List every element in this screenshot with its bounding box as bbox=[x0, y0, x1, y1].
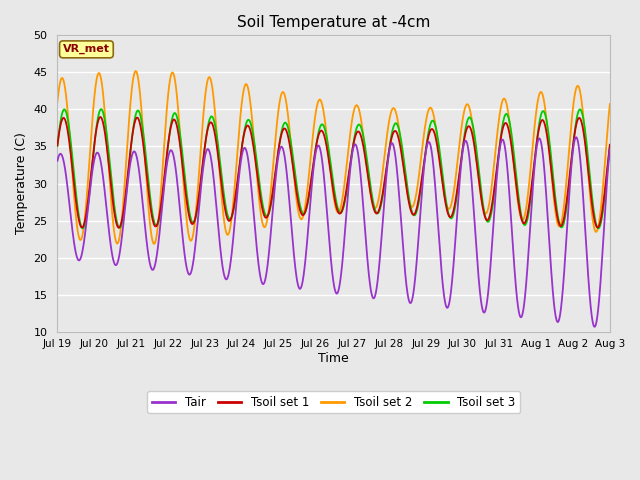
Tsoil set 2 bbox=[290, 169, 298, 175]
Tsoil set 3 bbox=[150, 216, 157, 221]
Tsoil set 2 bbox=[150, 241, 158, 247]
Tsoil set 3 bbox=[595, 226, 602, 231]
Tsoil set 1 bbox=[290, 168, 298, 174]
Tair bbox=[266, 247, 273, 252]
Tsoil set 3 bbox=[596, 225, 604, 230]
Tsoil set 1 bbox=[54, 143, 61, 148]
Tsoil set 2 bbox=[132, 68, 140, 74]
Title: Soil Temperature at -4cm: Soil Temperature at -4cm bbox=[237, 15, 430, 30]
Tsoil set 1 bbox=[150, 220, 157, 226]
Tair bbox=[572, 134, 580, 140]
Tsoil set 2 bbox=[150, 240, 157, 246]
Tair bbox=[54, 158, 61, 164]
Tair bbox=[591, 324, 598, 330]
Tsoil set 2 bbox=[116, 228, 124, 234]
Tsoil set 1 bbox=[97, 114, 104, 120]
Tsoil set 1 bbox=[536, 122, 544, 128]
Line: Tsoil set 2: Tsoil set 2 bbox=[58, 71, 610, 244]
Tsoil set 1 bbox=[596, 222, 604, 228]
Line: Tsoil set 1: Tsoil set 1 bbox=[58, 117, 610, 228]
Tsoil set 2 bbox=[606, 101, 614, 107]
Tair bbox=[596, 294, 604, 300]
Y-axis label: Temperature (C): Temperature (C) bbox=[15, 132, 28, 234]
Tsoil set 1 bbox=[115, 225, 123, 230]
X-axis label: Time: Time bbox=[318, 352, 349, 365]
Tair bbox=[149, 267, 157, 273]
Tsoil set 3 bbox=[606, 143, 614, 149]
Tsoil set 3 bbox=[116, 224, 124, 230]
Tsoil set 2 bbox=[266, 199, 273, 205]
Tsoil set 1 bbox=[266, 207, 273, 213]
Tsoil set 3 bbox=[289, 157, 297, 163]
Tsoil set 2 bbox=[536, 90, 544, 96]
Tsoil set 3 bbox=[536, 118, 543, 124]
Tsoil set 2 bbox=[596, 218, 604, 224]
Tair bbox=[536, 135, 543, 141]
Tsoil set 3 bbox=[54, 143, 61, 149]
Text: VR_met: VR_met bbox=[63, 44, 110, 55]
Line: Tsoil set 3: Tsoil set 3 bbox=[58, 109, 610, 228]
Line: Tair: Tair bbox=[58, 137, 610, 327]
Tair bbox=[606, 146, 614, 152]
Tsoil set 3 bbox=[97, 106, 105, 112]
Tair bbox=[289, 244, 297, 250]
Tair bbox=[116, 246, 124, 252]
Tsoil set 3 bbox=[266, 209, 273, 215]
Tsoil set 2 bbox=[54, 99, 61, 105]
Tsoil set 1 bbox=[117, 222, 125, 228]
Tsoil set 1 bbox=[606, 142, 614, 148]
Legend: Tair, Tsoil set 1, Tsoil set 2, Tsoil set 3: Tair, Tsoil set 1, Tsoil set 2, Tsoil se… bbox=[147, 391, 520, 413]
